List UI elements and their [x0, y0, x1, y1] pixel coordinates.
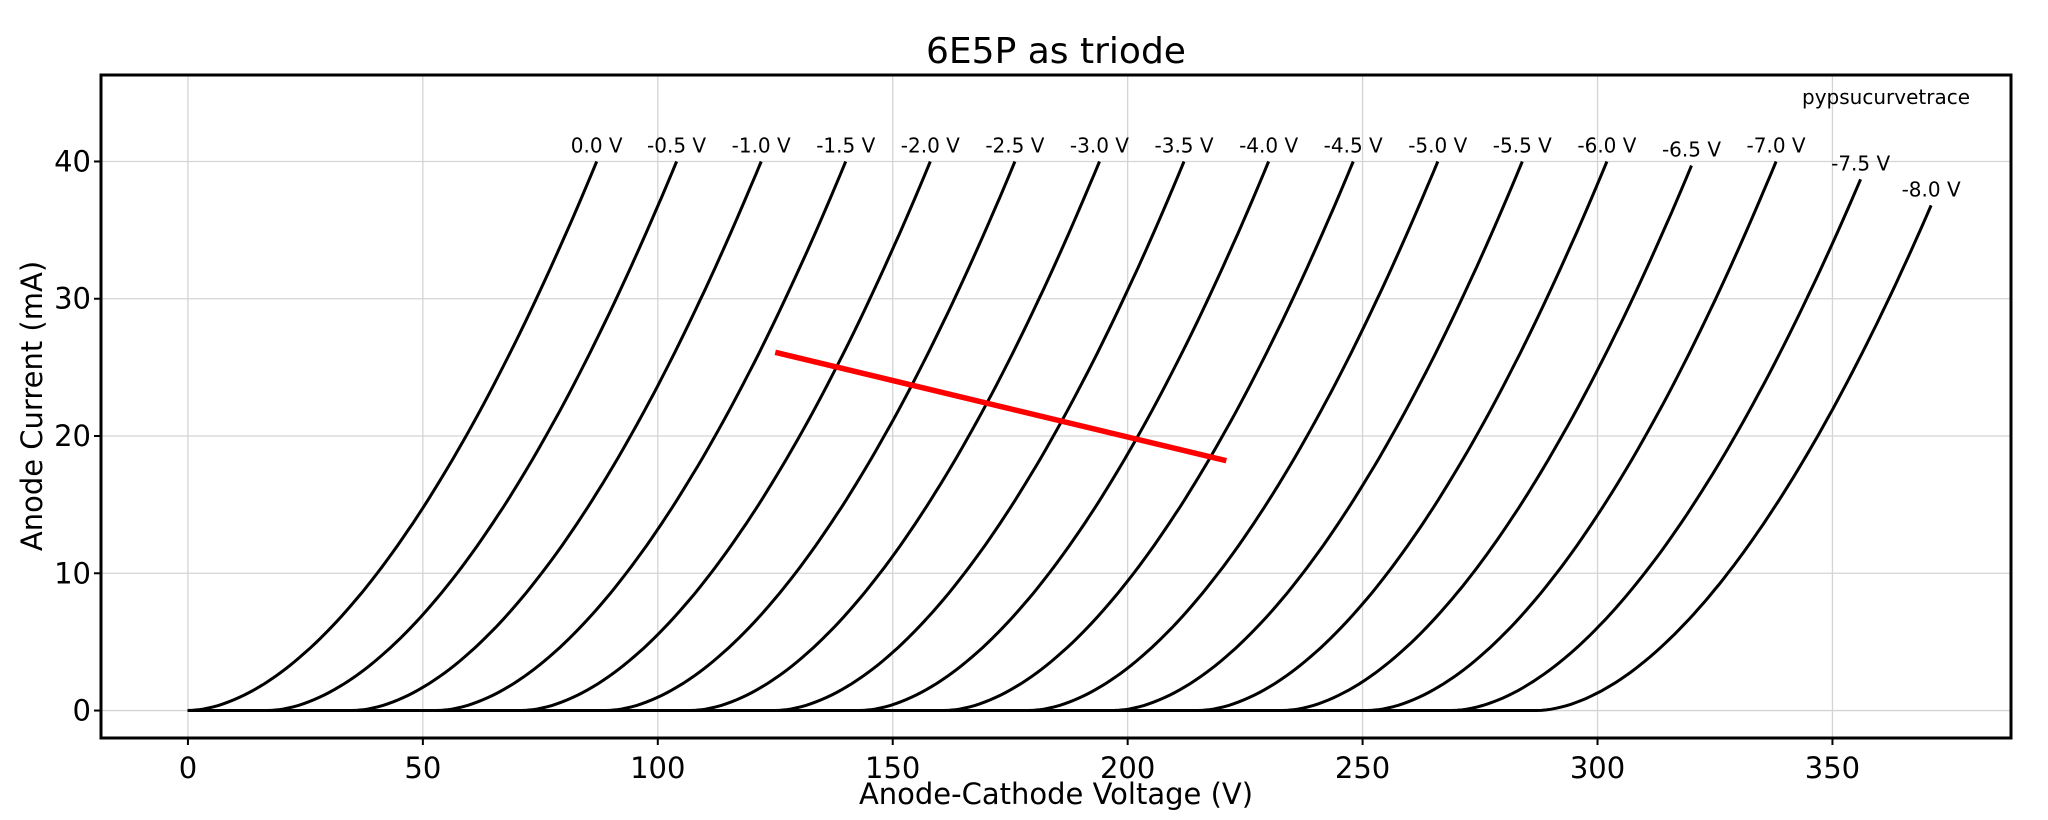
curve-line — [187, 160, 1186, 712]
curve-line — [187, 204, 1933, 712]
curve-line — [187, 160, 848, 712]
curve-label: -5.0 V — [1408, 133, 1467, 157]
curve-line — [187, 160, 599, 712]
curve-line — [187, 160, 1440, 712]
x-tick-label: 100 — [630, 751, 685, 785]
curve-label: -4.0 V — [1239, 133, 1298, 157]
curve-label: -3.5 V — [1155, 133, 1214, 157]
curve-label: 0.0 V — [571, 133, 623, 157]
curve-line — [187, 160, 1355, 712]
curve-line — [187, 165, 1693, 712]
curve-label-layer: 0.0 V -0.5 V -1.0 V -1.5 V -2.0 V -2.5 V -3.0 … — [571, 133, 1961, 201]
curve-line — [187, 178, 1862, 712]
curve-label: -0.5 V — [647, 133, 706, 157]
curve-line — [187, 160, 1524, 712]
curve-line — [187, 160, 1778, 712]
x-tick-label: 0 — [179, 751, 197, 785]
y-tick-label: 0 — [73, 694, 91, 728]
curve-label: -6.5 V — [1662, 138, 1721, 162]
curve-label: -2.0 V — [901, 133, 960, 157]
curve-label: -6.0 V — [1577, 133, 1636, 157]
x-tick-label: 250 — [1335, 751, 1390, 785]
y-tick-label: 30 — [54, 282, 91, 316]
x-axis-ticks: 0 50 100 150 200 250 300 350 — [179, 738, 1860, 785]
curve-line — [187, 160, 763, 712]
chart-title: 6E5P as triode — [926, 31, 1186, 72]
load-line — [774, 349, 1227, 464]
x-tick-label: 150 — [865, 751, 920, 785]
x-axis-label: Anode-Cathode Voltage (V) — [859, 777, 1253, 811]
curve-label: -4.5 V — [1324, 133, 1383, 157]
curve-line — [187, 160, 1017, 712]
curve-label: -7.5 V — [1831, 151, 1890, 175]
watermark-text: pypsucurvetrace — [1802, 85, 1970, 109]
y-axis-label: Anode Current (mA) — [15, 261, 49, 551]
y-tick-label: 10 — [54, 556, 91, 590]
curve-line — [187, 160, 678, 712]
plot-frame — [99, 73, 2013, 740]
x-tick-label: 50 — [404, 751, 441, 785]
curve-label: -1.5 V — [816, 133, 875, 157]
curve-line — [187, 160, 1609, 712]
curve-label: -1.0 V — [732, 133, 791, 157]
x-tick-label: 350 — [1805, 751, 1860, 785]
y-axis-ticks: 0 10 20 30 40 — [54, 144, 101, 728]
grid-layer — [101, 75, 2011, 738]
curve-label: -7.0 V — [1747, 133, 1806, 157]
curve-label: -2.5 V — [985, 133, 1044, 157]
x-tick-label: 200 — [1100, 751, 1155, 785]
curve-label: -8.0 V — [1902, 177, 1961, 201]
y-tick-label: 20 — [54, 419, 91, 453]
x-tick-label: 300 — [1570, 751, 1625, 785]
curve-label: -5.5 V — [1493, 133, 1552, 157]
curve-label: -3.0 V — [1070, 133, 1129, 157]
y-tick-label: 40 — [54, 144, 91, 178]
load-line-layer — [774, 349, 1227, 464]
curve-line — [187, 160, 1270, 712]
curve-layer — [187, 160, 1933, 712]
curve-line — [187, 160, 932, 712]
curve-line — [187, 160, 1101, 712]
